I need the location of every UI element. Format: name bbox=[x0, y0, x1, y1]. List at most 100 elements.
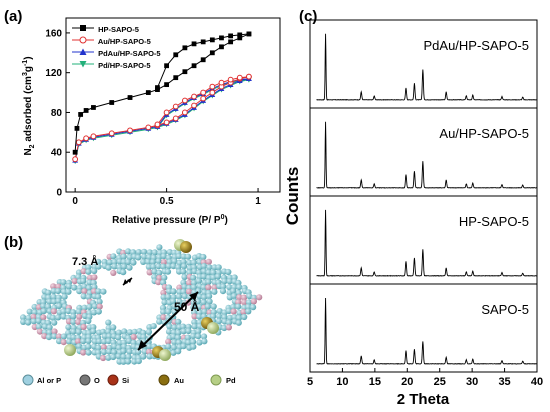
framework-atom bbox=[201, 338, 208, 345]
framework-atom bbox=[70, 328, 77, 335]
framework-atom bbox=[56, 302, 63, 310]
framework-atom bbox=[185, 327, 192, 335]
framework-atom bbox=[216, 313, 223, 320]
framework-atom bbox=[150, 263, 157, 270]
framework-atom bbox=[190, 343, 197, 350]
au-swatch bbox=[158, 374, 170, 386]
framework-atom bbox=[200, 299, 207, 306]
series-au-hp-sapo-5 bbox=[72, 73, 252, 163]
framework-atom bbox=[195, 328, 202, 335]
data-point bbox=[218, 79, 225, 86]
framework-atom bbox=[141, 248, 148, 255]
panel-c-label: (c) bbox=[299, 8, 318, 25]
framework-atom bbox=[65, 283, 73, 290]
data-point bbox=[164, 82, 169, 88]
framework-atom bbox=[80, 338, 87, 345]
framework-atom bbox=[55, 333, 63, 340]
legend-marker-square bbox=[72, 25, 94, 31]
framework-atom bbox=[100, 348, 108, 356]
framework-atom bbox=[46, 298, 53, 305]
framework-atom bbox=[190, 333, 197, 340]
framework-atom bbox=[215, 318, 223, 325]
framework-atom bbox=[76, 288, 83, 295]
framework-atom bbox=[65, 324, 72, 331]
framework-atom bbox=[50, 308, 58, 315]
data-point bbox=[127, 95, 133, 100]
data-point bbox=[200, 89, 207, 96]
framework-atom bbox=[105, 264, 112, 271]
framework-atom bbox=[150, 323, 157, 330]
framework-atom bbox=[91, 267, 98, 275]
framework-atom bbox=[190, 338, 197, 345]
data-point bbox=[74, 125, 80, 131]
framework-atom bbox=[76, 313, 83, 320]
framework-atom bbox=[40, 303, 47, 310]
framework-atom bbox=[125, 258, 132, 266]
isotherm-plot-frame bbox=[65, 17, 281, 193]
framework-atom bbox=[155, 258, 162, 265]
framework-atom bbox=[161, 274, 168, 281]
framework-atom bbox=[106, 259, 113, 266]
data-point bbox=[108, 130, 115, 137]
data-point bbox=[172, 103, 179, 110]
framework-atom bbox=[71, 284, 78, 291]
framework-atom bbox=[146, 353, 153, 360]
framework-atom bbox=[65, 308, 72, 315]
framework-atom bbox=[181, 273, 188, 281]
framework-atom bbox=[235, 319, 242, 326]
framework-atom bbox=[46, 324, 53, 331]
data-point bbox=[191, 63, 197, 69]
xrd-y-axis-label: Counts bbox=[283, 167, 302, 226]
xrd-x-axis-label: 2 Theta bbox=[397, 391, 450, 408]
y-tick-label: 120 bbox=[45, 68, 62, 79]
framework-atom bbox=[85, 268, 92, 275]
framework-atom bbox=[110, 253, 117, 260]
y-tick-label: 160 bbox=[45, 28, 62, 39]
framework-atom bbox=[230, 303, 237, 310]
framework-atom bbox=[175, 318, 182, 325]
framework-atom bbox=[81, 304, 88, 311]
framework-atom bbox=[41, 323, 49, 330]
framework-atom bbox=[165, 343, 172, 350]
data-point bbox=[127, 127, 133, 134]
framework-atom bbox=[186, 279, 193, 286]
framework-atom bbox=[190, 259, 197, 266]
framework-atom bbox=[85, 284, 92, 291]
framework-atoms bbox=[20, 244, 263, 365]
data-point bbox=[200, 95, 207, 102]
framework-atom bbox=[80, 268, 87, 275]
framework-atom bbox=[85, 343, 92, 350]
large-pore-arrowhead-2 bbox=[189, 292, 198, 301]
framework-atom bbox=[169, 298, 177, 305]
x-tick-label: 0.5 bbox=[160, 196, 174, 207]
framework-atom bbox=[126, 329, 133, 336]
framework-atom bbox=[186, 259, 193, 266]
data-point bbox=[155, 85, 160, 90]
framework-atom bbox=[205, 284, 212, 291]
framework-atom bbox=[90, 309, 98, 316]
framework-atom bbox=[165, 328, 173, 335]
framework-atom bbox=[190, 284, 197, 291]
framework-atom bbox=[140, 333, 147, 341]
framework-atom bbox=[176, 284, 183, 291]
framework-atom bbox=[40, 308, 48, 315]
pd-label: Pd bbox=[226, 376, 236, 385]
framework-atom bbox=[80, 323, 87, 331]
framework-atom bbox=[61, 293, 68, 300]
framework-atom bbox=[50, 293, 57, 300]
framework-atom bbox=[95, 344, 102, 351]
framework-atom bbox=[121, 343, 128, 350]
framework-atom bbox=[245, 303, 252, 310]
framework-atom bbox=[191, 313, 198, 320]
xrd-trace-hp-sapo-5 bbox=[316, 209, 538, 277]
framework-atom bbox=[106, 348, 113, 355]
framework-atom bbox=[85, 349, 92, 356]
framework-atom bbox=[226, 314, 234, 321]
framework-atom bbox=[235, 314, 243, 321]
data-point bbox=[181, 97, 188, 104]
data-point bbox=[172, 115, 179, 122]
xrd-traces bbox=[316, 33, 538, 365]
framework-atom bbox=[100, 288, 107, 295]
framework-atom bbox=[126, 254, 133, 261]
